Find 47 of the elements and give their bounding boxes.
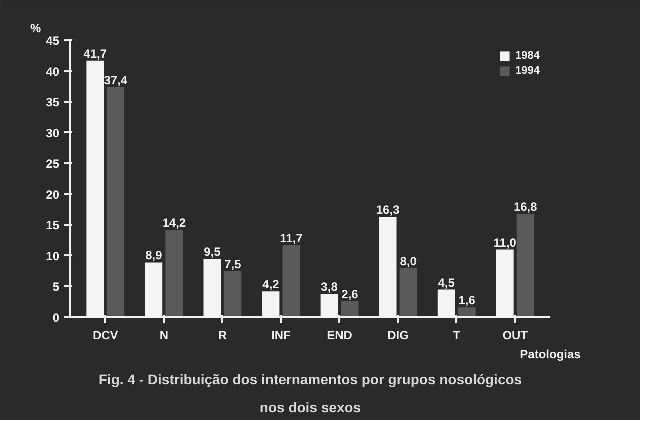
y-tick-label: 30 (46, 126, 60, 140)
data-label: 8,9 (146, 248, 163, 263)
data-label: 8,0 (400, 254, 418, 268)
data-label: 11,0 (494, 236, 517, 250)
x-tick-label: DIG (388, 328, 409, 342)
y-tick-label: 15 (46, 218, 60, 233)
data-label: 14,2 (162, 216, 186, 230)
legend-label: 1984 (516, 50, 540, 62)
data-label: 41,7 (84, 46, 108, 61)
data-label: 11,7 (280, 231, 304, 246)
x-tick-label: T (453, 328, 462, 342)
y-tick-label: 35 (46, 96, 60, 110)
data-label: 9,5 (204, 245, 222, 260)
y-tick-label: 10 (46, 249, 60, 264)
y-axis-title: % (30, 22, 42, 36)
bar (341, 301, 359, 318)
data-label: 16,3 (376, 203, 400, 218)
data-label: 7,5 (224, 257, 242, 272)
bar (107, 87, 125, 318)
y-tick-label: 20 (46, 188, 60, 202)
y-tick-label: 40 (46, 64, 60, 79)
y-tick-label: 25 (46, 157, 60, 172)
x-tick-label: END (327, 328, 353, 342)
bar (400, 268, 418, 318)
text: Fig. 4 - Distribuição dos internamentos por grupos nosológicos nos dois sexos (98, 372, 522, 416)
data-label: 2,6 (342, 287, 359, 302)
data-label: 16,8 (514, 200, 538, 214)
data-label: 1,6 (458, 294, 476, 308)
data-label: 4,2 (262, 278, 280, 292)
data-label: 3,8 (321, 280, 338, 294)
data-label: 4,5 (438, 276, 456, 290)
y-tick-label: 45 (46, 34, 60, 48)
x-tick-label: DCV (92, 328, 118, 342)
bar (224, 271, 242, 318)
y-tick-label: 5 (52, 280, 60, 294)
x-tick-label: INF (272, 328, 291, 342)
y-tick-label: 0 (52, 311, 60, 325)
bar (458, 308, 476, 318)
x-tick-label: OUT (502, 328, 529, 342)
bar (516, 214, 534, 318)
legend-label: 1994 (516, 65, 540, 77)
x-tick-label: R (218, 328, 228, 342)
bar (166, 230, 184, 318)
x-axis-title: Patologias (520, 348, 582, 362)
bar (282, 245, 300, 318)
data-label: 37,4 (104, 73, 128, 88)
x-tick-label: N (160, 328, 168, 342)
